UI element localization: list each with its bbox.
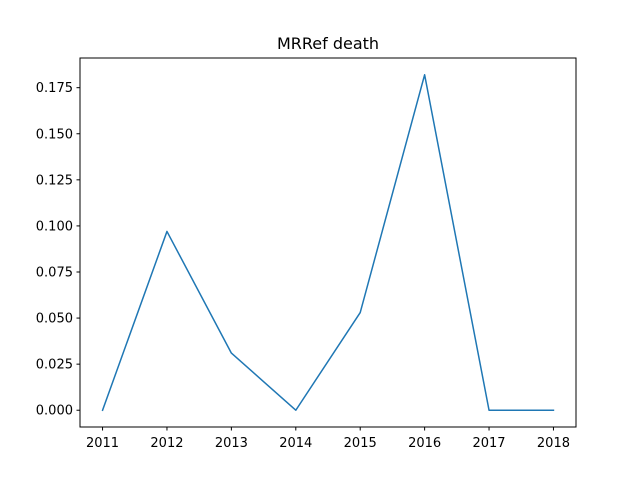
x-tick-label: 2015 xyxy=(344,436,377,451)
y-tick-label: 0.125 xyxy=(36,173,73,188)
y-axis: 0.000 0.025 0.050 0.075 0.100 0.125 0.150 0.175 xyxy=(36,81,80,419)
x-tick-label: 2011 xyxy=(86,436,119,451)
x-tick-label: 2016 xyxy=(408,436,441,451)
y-tick-label: 0.050 xyxy=(36,312,73,327)
x-tick-label: 2018 xyxy=(537,436,570,451)
x-tick-label: 2017 xyxy=(472,436,505,451)
y-tick-label: 0.150 xyxy=(36,127,73,142)
y-tick-label: 0.075 xyxy=(36,265,73,280)
y-tick-label: 0.000 xyxy=(36,404,73,419)
y-tick-label: 0.175 xyxy=(36,81,73,96)
plot-area xyxy=(101,74,555,412)
y-tick-label: 0.025 xyxy=(36,358,73,373)
chart-title: MRRef death xyxy=(277,34,379,53)
x-tick-label: 2013 xyxy=(215,436,248,451)
x-axis: 2011 2012 2013 2014 2015 2016 2017 2018 xyxy=(86,427,570,451)
series-line xyxy=(101,74,555,412)
x-tick-label: 2014 xyxy=(279,436,312,451)
x-tick-label: 2012 xyxy=(150,436,183,451)
axes-frame xyxy=(79,57,577,428)
y-tick-label: 0.100 xyxy=(36,219,73,234)
